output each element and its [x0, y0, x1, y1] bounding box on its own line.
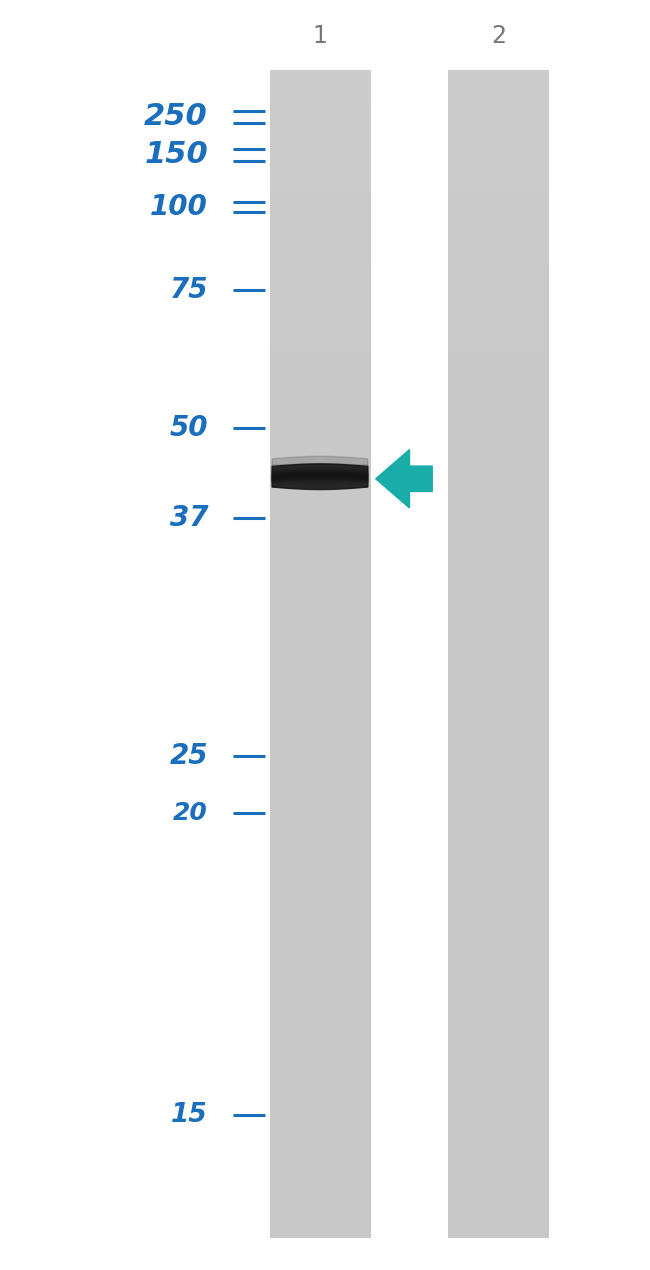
Bar: [270, 227, 370, 236]
Bar: [270, 351, 370, 359]
Bar: [448, 351, 549, 359]
FancyArrow shape: [376, 450, 432, 508]
Text: 1: 1: [313, 24, 327, 47]
Bar: [448, 184, 549, 193]
Text: 250: 250: [144, 103, 208, 131]
Bar: [448, 140, 549, 149]
Bar: [270, 79, 370, 88]
Bar: [448, 114, 549, 122]
Bar: [270, 157, 370, 166]
Bar: [448, 236, 549, 245]
Bar: [448, 403, 549, 411]
Bar: [270, 359, 370, 368]
Bar: [448, 131, 549, 140]
Bar: [448, 385, 549, 394]
Bar: [448, 105, 549, 114]
Bar: [448, 70, 549, 79]
Bar: [270, 272, 370, 281]
Bar: [448, 97, 549, 105]
Bar: [270, 377, 370, 385]
Bar: [270, 184, 370, 193]
Bar: [270, 236, 370, 245]
Text: 25: 25: [170, 742, 208, 770]
Bar: [270, 202, 370, 210]
Bar: [270, 70, 370, 1238]
Bar: [270, 140, 370, 149]
Bar: [448, 175, 549, 184]
Bar: [270, 411, 370, 420]
Bar: [448, 218, 549, 227]
Bar: [270, 245, 370, 254]
Bar: [448, 297, 549, 306]
Bar: [448, 70, 549, 1238]
Bar: [448, 193, 549, 201]
Text: 15: 15: [171, 1102, 208, 1128]
Bar: [270, 131, 370, 140]
Bar: [448, 254, 549, 263]
Bar: [270, 306, 370, 315]
Bar: [270, 175, 370, 184]
Text: 100: 100: [150, 193, 208, 221]
Bar: [270, 394, 370, 403]
Bar: [270, 263, 370, 272]
Bar: [270, 324, 370, 333]
Bar: [448, 245, 549, 254]
Bar: [270, 70, 370, 79]
Bar: [448, 315, 549, 324]
Bar: [448, 368, 549, 376]
Bar: [448, 272, 549, 281]
Bar: [270, 254, 370, 263]
Text: 150: 150: [144, 141, 208, 169]
Bar: [448, 79, 549, 88]
Bar: [270, 342, 370, 351]
Bar: [448, 306, 549, 315]
Bar: [270, 210, 370, 218]
Bar: [270, 97, 370, 105]
Bar: [448, 157, 549, 166]
Bar: [270, 281, 370, 290]
Bar: [448, 377, 549, 385]
Bar: [448, 342, 549, 351]
Bar: [448, 88, 549, 97]
Bar: [270, 149, 370, 157]
Bar: [270, 385, 370, 394]
Bar: [448, 122, 549, 131]
Bar: [270, 166, 370, 175]
Text: 50: 50: [170, 414, 208, 442]
Bar: [448, 166, 549, 175]
Bar: [270, 368, 370, 376]
Bar: [270, 297, 370, 306]
Text: 20: 20: [174, 801, 208, 824]
Bar: [448, 394, 549, 403]
Bar: [448, 227, 549, 236]
Bar: [448, 202, 549, 210]
Text: 75: 75: [170, 276, 208, 304]
Bar: [270, 105, 370, 114]
Bar: [448, 149, 549, 157]
Bar: [270, 218, 370, 227]
Bar: [448, 210, 549, 218]
Bar: [448, 263, 549, 272]
Bar: [448, 359, 549, 368]
Bar: [270, 403, 370, 411]
Text: 37: 37: [170, 504, 208, 532]
Bar: [270, 315, 370, 324]
Bar: [448, 333, 549, 342]
Bar: [448, 324, 549, 333]
Text: 2: 2: [491, 24, 507, 47]
Bar: [448, 411, 549, 420]
Bar: [270, 114, 370, 122]
Bar: [448, 288, 549, 297]
Bar: [270, 333, 370, 342]
Bar: [270, 122, 370, 131]
Bar: [270, 288, 370, 297]
Bar: [448, 281, 549, 290]
Bar: [270, 88, 370, 97]
Bar: [270, 193, 370, 201]
